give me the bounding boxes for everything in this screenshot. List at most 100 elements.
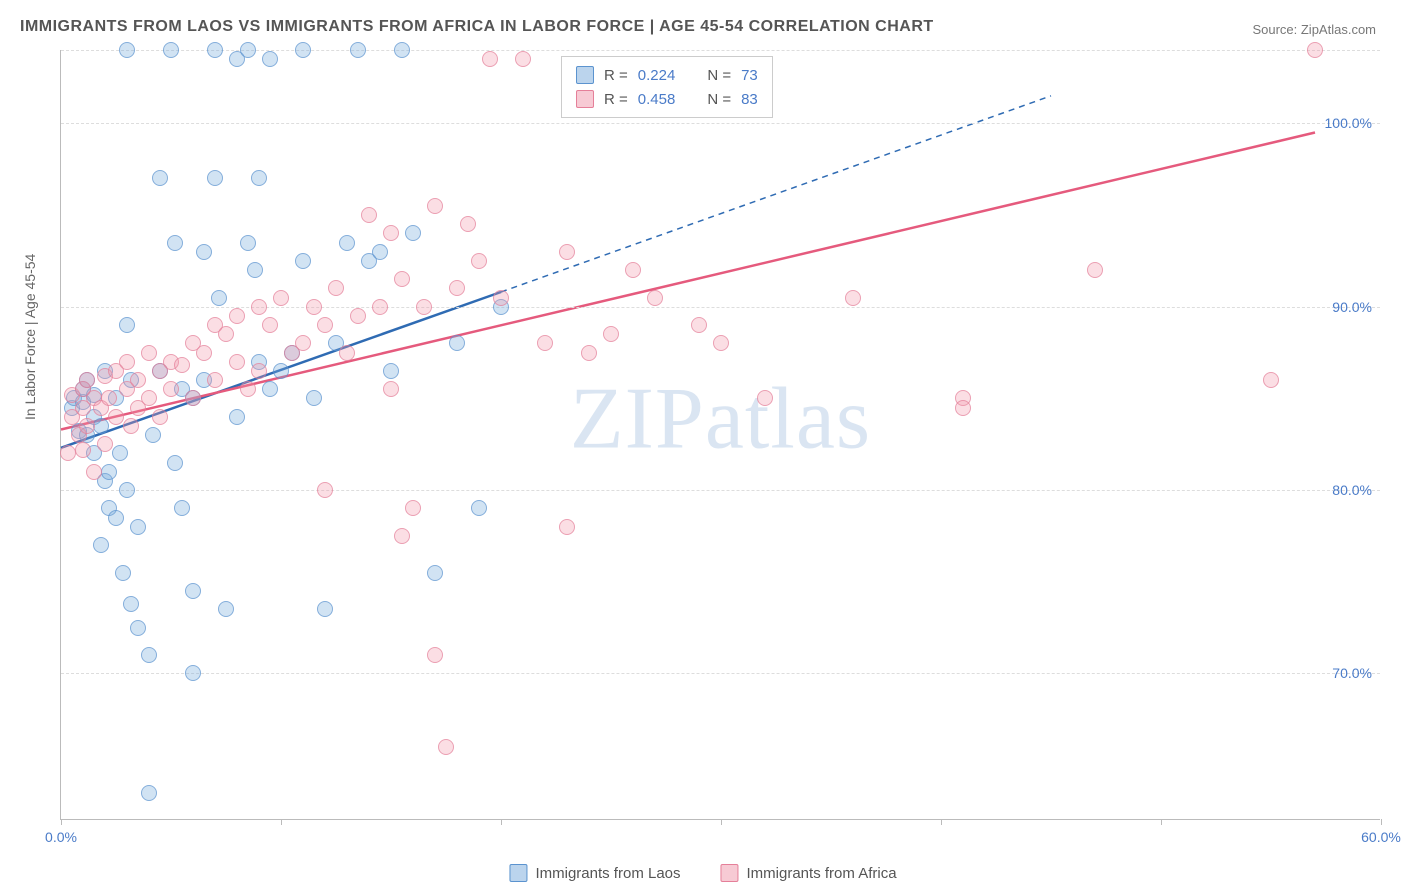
y-tick-label: 90.0% bbox=[1332, 299, 1372, 315]
data-point bbox=[394, 271, 410, 287]
gridline bbox=[61, 490, 1380, 491]
data-point bbox=[119, 42, 135, 58]
data-point bbox=[247, 262, 263, 278]
data-point bbox=[207, 42, 223, 58]
data-point bbox=[537, 335, 553, 351]
data-point bbox=[196, 244, 212, 260]
data-point bbox=[86, 464, 102, 480]
chart-title: IMMIGRANTS FROM LAOS VS IMMIGRANTS FROM … bbox=[20, 18, 934, 36]
data-point bbox=[416, 299, 432, 315]
data-point bbox=[482, 51, 498, 67]
data-point bbox=[174, 500, 190, 516]
data-point bbox=[691, 317, 707, 333]
data-point bbox=[306, 390, 322, 406]
data-point bbox=[152, 409, 168, 425]
r-value: 0.224 bbox=[638, 67, 676, 84]
y-axis-label: In Labor Force | Age 45-54 bbox=[22, 254, 38, 420]
data-point bbox=[460, 216, 476, 232]
data-point bbox=[339, 235, 355, 251]
data-point bbox=[101, 390, 117, 406]
correlation-legend: R =0.224N =73R =0.458N =83 bbox=[561, 56, 773, 118]
n-label: N = bbox=[707, 91, 731, 108]
data-point bbox=[93, 537, 109, 553]
data-point bbox=[141, 647, 157, 663]
data-point bbox=[167, 455, 183, 471]
data-point bbox=[383, 363, 399, 379]
data-point bbox=[112, 445, 128, 461]
data-point bbox=[251, 363, 267, 379]
data-point bbox=[471, 253, 487, 269]
data-point bbox=[273, 290, 289, 306]
data-point bbox=[79, 372, 95, 388]
data-point bbox=[273, 363, 289, 379]
data-point bbox=[405, 500, 421, 516]
data-point bbox=[167, 235, 183, 251]
data-point bbox=[1307, 42, 1323, 58]
data-point bbox=[97, 436, 113, 452]
data-point bbox=[493, 290, 509, 306]
n-value: 83 bbox=[741, 91, 758, 108]
data-point bbox=[471, 500, 487, 516]
legend-label: Immigrants from Laos bbox=[535, 865, 680, 882]
data-point bbox=[130, 620, 146, 636]
data-point bbox=[141, 390, 157, 406]
r-label: R = bbox=[604, 91, 628, 108]
data-point bbox=[108, 510, 124, 526]
series-legend: Immigrants from Laos Immigrants from Afri… bbox=[509, 864, 896, 882]
data-point bbox=[185, 390, 201, 406]
data-point bbox=[295, 253, 311, 269]
data-point bbox=[119, 317, 135, 333]
data-point bbox=[361, 207, 377, 223]
data-point bbox=[317, 482, 333, 498]
data-point bbox=[295, 42, 311, 58]
data-point bbox=[383, 381, 399, 397]
data-point bbox=[317, 317, 333, 333]
data-point bbox=[1263, 372, 1279, 388]
data-point bbox=[145, 427, 161, 443]
x-tick bbox=[61, 819, 62, 825]
legend-swatch bbox=[576, 66, 594, 84]
data-point bbox=[449, 280, 465, 296]
data-point bbox=[119, 354, 135, 370]
data-point bbox=[152, 170, 168, 186]
data-point bbox=[240, 42, 256, 58]
y-tick-label: 70.0% bbox=[1332, 665, 1372, 681]
data-point bbox=[515, 51, 531, 67]
data-point bbox=[130, 372, 146, 388]
data-point bbox=[130, 519, 146, 535]
data-point bbox=[295, 335, 311, 351]
data-point bbox=[207, 170, 223, 186]
data-point bbox=[218, 601, 234, 617]
x-tick bbox=[501, 819, 502, 825]
data-point bbox=[955, 400, 971, 416]
data-point bbox=[141, 785, 157, 801]
data-point bbox=[115, 565, 131, 581]
data-point bbox=[240, 381, 256, 397]
data-point bbox=[211, 290, 227, 306]
data-point bbox=[101, 464, 117, 480]
data-point bbox=[75, 442, 91, 458]
x-tick bbox=[721, 819, 722, 825]
data-point bbox=[163, 42, 179, 58]
data-point bbox=[229, 308, 245, 324]
legend-item: Immigrants from Africa bbox=[721, 864, 897, 882]
x-tick-label: 0.0% bbox=[45, 829, 77, 845]
data-point bbox=[350, 308, 366, 324]
data-point bbox=[603, 326, 619, 342]
data-point bbox=[559, 519, 575, 535]
data-point bbox=[123, 596, 139, 612]
legend-label: Immigrants from Africa bbox=[747, 865, 897, 882]
data-point bbox=[845, 290, 861, 306]
data-point bbox=[581, 345, 597, 361]
gridline bbox=[61, 673, 1380, 674]
trend-lines-layer bbox=[61, 50, 1380, 819]
x-tick bbox=[281, 819, 282, 825]
data-point bbox=[251, 299, 267, 315]
x-tick bbox=[1381, 819, 1382, 825]
data-point bbox=[372, 244, 388, 260]
x-tick bbox=[941, 819, 942, 825]
data-point bbox=[350, 42, 366, 58]
data-point bbox=[141, 345, 157, 361]
data-point bbox=[427, 647, 443, 663]
data-point bbox=[1087, 262, 1103, 278]
